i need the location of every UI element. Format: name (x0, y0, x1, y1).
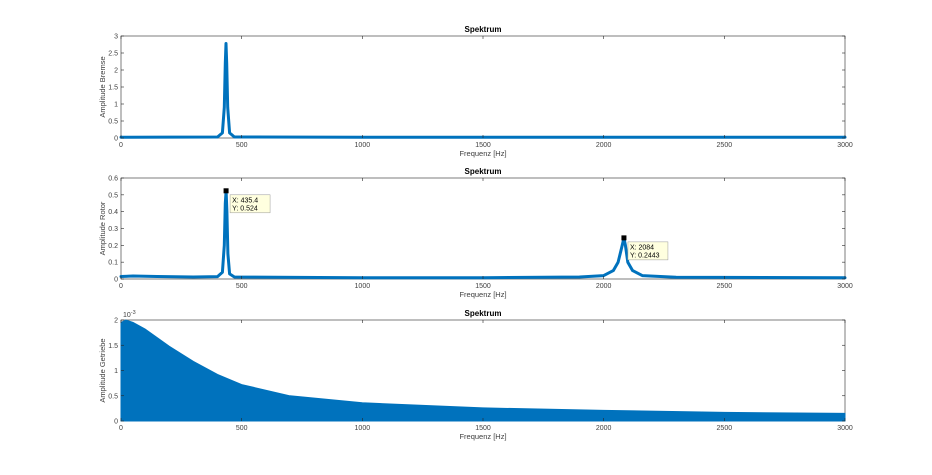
chart-1-x-tick-label: 1500 (475, 142, 491, 149)
chart-3-x-tick-label: 2500 (717, 425, 733, 432)
chart-3-x-tick-label: 2000 (596, 425, 612, 432)
chart-3-title: Spektrum (465, 309, 502, 318)
chart-1-y-tick-label: 3 (114, 34, 118, 41)
chart-1-y-tick-label: 0.5 (108, 119, 118, 126)
chart-1-y-tick-label: 2 (114, 68, 118, 75)
chart-2-x-tick-label: 1500 (475, 283, 491, 290)
chart-1-y-tick-label: 0 (114, 136, 118, 143)
chart-2-datatip-y-text: Y: 0.524 (232, 205, 258, 212)
chart-3-y-exponent-power: -3 (131, 310, 136, 316)
chart-2-y-tick-label: 0.6 (108, 176, 118, 183)
chart-1-x-tick-label: 0 (119, 142, 123, 149)
chart-2-datatip-x-text: X: 435.4 (232, 197, 258, 204)
chart-2-x-tick-label: 2500 (717, 283, 733, 290)
chart-3-y-exponent-base: 10 (123, 312, 131, 319)
chart-3-y-axis-label: Amplitude Getriebe (98, 338, 107, 402)
chart-2-x-tick-label: 1000 (355, 283, 371, 290)
chart-1-x-axis-label: Frequenz [Hz] (459, 149, 506, 158)
chart-3-y-tick-label: 0 (114, 419, 118, 426)
chart-2-datatip-marker[interactable] (223, 188, 229, 194)
chart-2-y-tick-label: 0 (114, 277, 118, 284)
chart-2-x-tick-label: 0 (119, 283, 123, 290)
chart-2-y-tick-label: 0.3 (108, 226, 118, 233)
chart-3-x-tick-label: 1000 (355, 425, 371, 432)
chart-3-y-tick-label: 1 (114, 368, 118, 375)
chart-3-y-tick-label: 0.5 (108, 393, 118, 400)
chart-3-y-tick-label: 2 (114, 318, 118, 325)
chart-3-y-tick-label: 1.5 (108, 343, 118, 350)
chart-1-x-tick-label: 2500 (717, 142, 733, 149)
chart-1-plot-area (120, 35, 846, 139)
chart-2-datatip-y-text: Y: 0.2443 (630, 252, 660, 259)
chart-1-y-tick-label: 2.5 (108, 51, 118, 58)
chart-1-x-tick-label: 2000 (596, 142, 612, 149)
chart-2-datatip-marker[interactable] (621, 235, 627, 241)
chart-2-x-tick-label: 500 (236, 283, 248, 290)
chart-1-title: Spektrum (465, 25, 502, 34)
chart-2-y-tick-label: 0.1 (108, 260, 118, 267)
chart-3-x-tick-label: 0 (119, 425, 123, 432)
chart-2-x-tick-label: 3000 (837, 283, 853, 290)
chart-1-x-tick-label: 3000 (837, 142, 853, 149)
chart-3-series-area (120, 319, 846, 422)
chart-2-y-tick-label: 0.4 (108, 209, 118, 216)
chart-1-y-tick-label: 1 (114, 102, 118, 109)
chart-3-x-axis-label: Frequenz [Hz] (459, 432, 506, 441)
chart-1-y-axis-label: Amplitude Bremse (98, 56, 107, 117)
chart-3-x-tick-label: 3000 (837, 425, 853, 432)
chart-3-y-exponent: 10-3 (123, 310, 136, 319)
chart-2-x-axis-label: Frequenz [Hz] (459, 290, 506, 299)
chart-1-y-tick-label: 1.5 (108, 85, 118, 92)
chart-2-datatip-box[interactable] (627, 241, 669, 261)
chart-2-series-line (119, 189, 847, 280)
chart-1-x-tick-label: 1000 (355, 142, 371, 149)
chart-2-y-tick-label: 0.5 (108, 192, 118, 199)
chart-2-x-tick-label: 2000 (596, 283, 612, 290)
chart-3-x-tick-label: 1500 (475, 425, 491, 432)
chart-2-title: Spektrum (465, 167, 502, 176)
chart-2-datatip-box[interactable] (229, 194, 271, 214)
chart-3-x-tick-label: 500 (236, 425, 248, 432)
chart-2-y-axis-label: Amplitude Rotor (98, 201, 107, 255)
chart-1-x-tick-label: 500 (236, 142, 248, 149)
chart-2-datatip-x-text: X: 2084 (630, 244, 654, 251)
chart-2-y-tick-label: 0.2 (108, 243, 118, 250)
